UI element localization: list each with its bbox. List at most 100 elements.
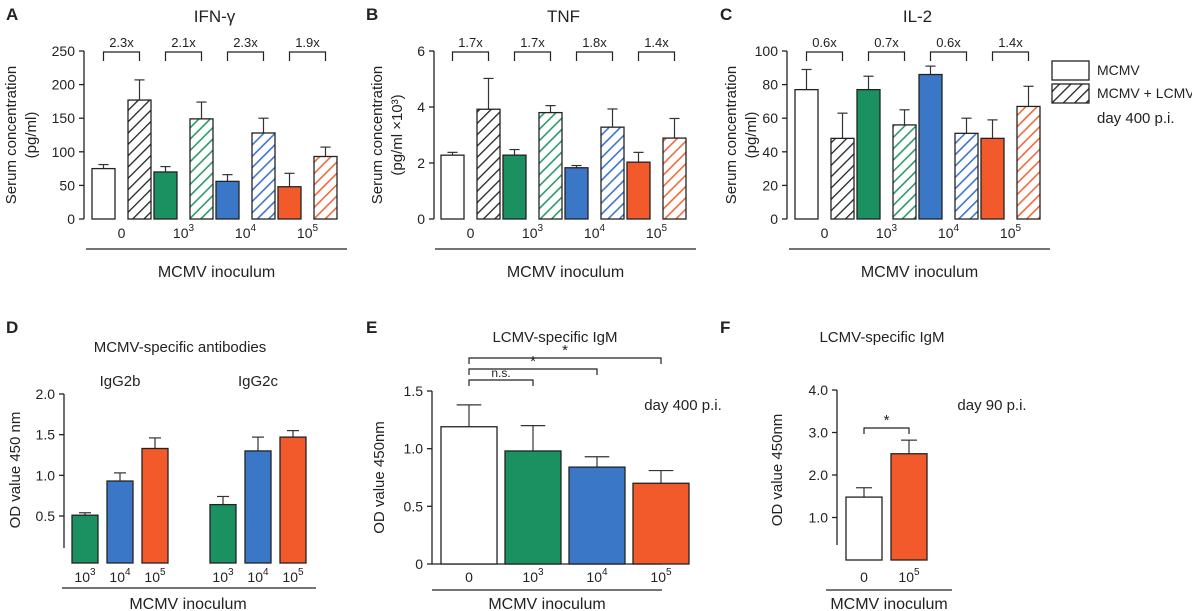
panel-c: 0 20 40 60 80 100 Serum concentration (pg/ml) IL… bbox=[723, 7, 1050, 281]
panel-c-y-tick-label: 0 bbox=[770, 211, 778, 227]
panel-f-y-tick-label: 4.0 bbox=[809, 382, 829, 398]
panel-c-x-tick-label: 103 bbox=[876, 223, 898, 241]
panel-f-y-tick-label: 2.0 bbox=[809, 467, 829, 483]
panel-e-significance-label: n.s. bbox=[491, 366, 510, 380]
panel-a-bar-mcmv-lcmv bbox=[313, 155, 338, 220]
panel-b-y-tick-label: 2 bbox=[417, 155, 425, 171]
panel-e-y-tick-label: 0 bbox=[415, 556, 423, 572]
panel-e-title: LCMV-specific IgM bbox=[492, 329, 617, 346]
panel-e-significance-label: * bbox=[562, 342, 568, 359]
panel-a-fold-label: 1.9x bbox=[295, 35, 320, 50]
panel-d-title: MCMV-specific antibodies bbox=[94, 339, 267, 356]
panel-d-bar bbox=[279, 436, 307, 564]
panel-c-fold-label: 0.6x bbox=[812, 35, 837, 50]
panel-a-fold-bracket bbox=[226, 51, 265, 61]
panel-d-bar bbox=[141, 447, 169, 564]
panel-c-bar-mcmv bbox=[980, 137, 1005, 220]
panel-d-group-label: IgG2c bbox=[238, 373, 279, 390]
panel-b-bar-mcmv-lcmv bbox=[476, 108, 501, 220]
panel-a-bar-mcmv bbox=[215, 180, 240, 220]
panel-c-x-tick-label: 0 bbox=[821, 225, 829, 241]
panel-c-bar-mcmv-lcmv bbox=[954, 132, 979, 220]
panel-b-fold-label: 1.7x bbox=[458, 35, 483, 50]
panel-d-x-tick-label: 105 bbox=[144, 567, 166, 585]
panel-e-y-tick-label: 0.5 bbox=[404, 498, 424, 514]
panel-d-bar bbox=[209, 503, 237, 564]
panel-f-y-tick-label: 3.0 bbox=[809, 425, 829, 441]
panel-letter-e: E bbox=[366, 318, 377, 337]
panel-f-bar bbox=[890, 453, 928, 561]
panel-a-fold-label: 2.1x bbox=[171, 35, 196, 50]
panel-b-bar-mcmv-lcmv bbox=[600, 126, 625, 220]
panel-c-title: IL-2 bbox=[903, 7, 932, 26]
panel-c-fold-bracket bbox=[805, 51, 844, 61]
panel-f-title: LCMV-specific IgM bbox=[819, 329, 944, 346]
panel-a-y-label: Serum concentration (pg/ml) bbox=[3, 66, 40, 204]
panel-c-bar-mcmv-lcmv bbox=[892, 124, 917, 220]
panel-f-significance-label: * bbox=[884, 412, 890, 429]
panel-b-y-tick-label: 0 bbox=[417, 211, 425, 227]
panel-e-y-label: OD value 450nm bbox=[371, 421, 388, 534]
panel-c-y-tick-label: 100 bbox=[755, 43, 779, 59]
panel-letter-f: F bbox=[720, 318, 730, 337]
panel-c-bar-mcmv-lcmv bbox=[830, 137, 855, 220]
panel-a-fold-bracket bbox=[164, 51, 203, 61]
panel-e-bar bbox=[440, 426, 498, 565]
panel-a-fold-bracket bbox=[288, 51, 327, 61]
panel-b-title: TNF bbox=[547, 7, 580, 26]
panel-c-fold-label: 1.4x bbox=[998, 35, 1023, 50]
panel-b-x-label: MCMV inoculum bbox=[507, 264, 624, 281]
panel-d-x-label: MCMV inoculum bbox=[129, 596, 246, 611]
panel-d-group-label: IgG2b bbox=[100, 373, 141, 390]
panel-e-significance-bracket bbox=[468, 357, 662, 364]
panel-b-x-tick-label: 0 bbox=[467, 225, 475, 241]
panel-letter-c: C bbox=[720, 5, 732, 24]
panel-d-bar bbox=[71, 514, 99, 564]
legend-swatch-mcmv-lcmv bbox=[1051, 83, 1090, 104]
panel-b: 0 2 4 6 Serum concentration (pg/ml ×10³) TNF 0 1… bbox=[369, 7, 696, 281]
panel-c-fold-label: 0.7x bbox=[874, 35, 899, 50]
panel-a-y-tick-label: 100 bbox=[52, 144, 76, 160]
panel-f-significance-bracket bbox=[863, 427, 910, 434]
panel-c-fold-bracket bbox=[991, 51, 1030, 61]
panel-d: MCMV-specific antibodies 0.5 1.0 1.5 2.0 OD v… bbox=[7, 339, 316, 611]
panel-letter-d: D bbox=[6, 318, 18, 337]
legend-swatch-mcmv bbox=[1051, 60, 1090, 81]
panel-c-bar-mcmv bbox=[918, 73, 943, 220]
panel-e-annotation: day 400 p.i. bbox=[644, 397, 722, 414]
panel-e-significance-bracket bbox=[468, 379, 534, 386]
panel-c-bar-mcmv-lcmv bbox=[1016, 105, 1041, 220]
panel-b-fold-label: 1.7x bbox=[520, 35, 545, 50]
panel-e-y-tick-label: 1.5 bbox=[404, 383, 424, 399]
panel-c-y-tick-label: 40 bbox=[762, 144, 778, 160]
panel-e-x-tick-label: 104 bbox=[586, 567, 608, 585]
panel-b-fold-bracket bbox=[637, 51, 676, 61]
panel-e-x-tick-label: 103 bbox=[522, 567, 544, 585]
panel-e: LCMV-specific IgM 0 0.5 1.0 1.5 OD value 450n… bbox=[371, 329, 722, 611]
panel-d-bar bbox=[106, 480, 134, 564]
panel-a-y-tick-label: 50 bbox=[59, 177, 75, 193]
panel-letter-b: B bbox=[366, 5, 378, 24]
panel-a-bar-mcmv bbox=[153, 171, 178, 220]
panel-d-bar bbox=[244, 450, 272, 564]
panel-a-x-label: MCMV inoculum bbox=[158, 264, 275, 281]
panel-e-bar bbox=[632, 482, 690, 565]
legend-label-mcmv-lcmv: MCMV + LCMV bbox=[1097, 85, 1192, 101]
panel-c-bar-mcmv bbox=[856, 88, 881, 220]
panel-b-y-label: Serum concentration (pg/ml ×10³) bbox=[369, 66, 406, 204]
panel-c-y-tick-label: 20 bbox=[762, 177, 778, 193]
panel-d-x-tick-label: 103 bbox=[74, 567, 96, 585]
panel-a-x-tick-label: 0 bbox=[118, 225, 126, 241]
panel-d-y-label: OD value 450 nm bbox=[7, 412, 24, 529]
panel-b-fold-bracket bbox=[513, 51, 552, 61]
panel-c-y-label: Serum concentration (pg/ml) bbox=[723, 66, 760, 204]
panel-d-y-tick-label: 0.5 bbox=[36, 508, 56, 524]
panel-c-y-tick-label: 60 bbox=[762, 110, 778, 126]
panel-d-y-tick-label: 1.0 bbox=[36, 467, 56, 483]
legend-label-mcmv: MCMV bbox=[1097, 62, 1140, 78]
panel-c-y-tick-label: 80 bbox=[762, 77, 778, 93]
panel-e-x-label: MCMV inoculum bbox=[488, 596, 605, 611]
panel-b-fold-bracket bbox=[575, 51, 614, 61]
panel-b-x-tick-label: 105 bbox=[646, 223, 668, 241]
